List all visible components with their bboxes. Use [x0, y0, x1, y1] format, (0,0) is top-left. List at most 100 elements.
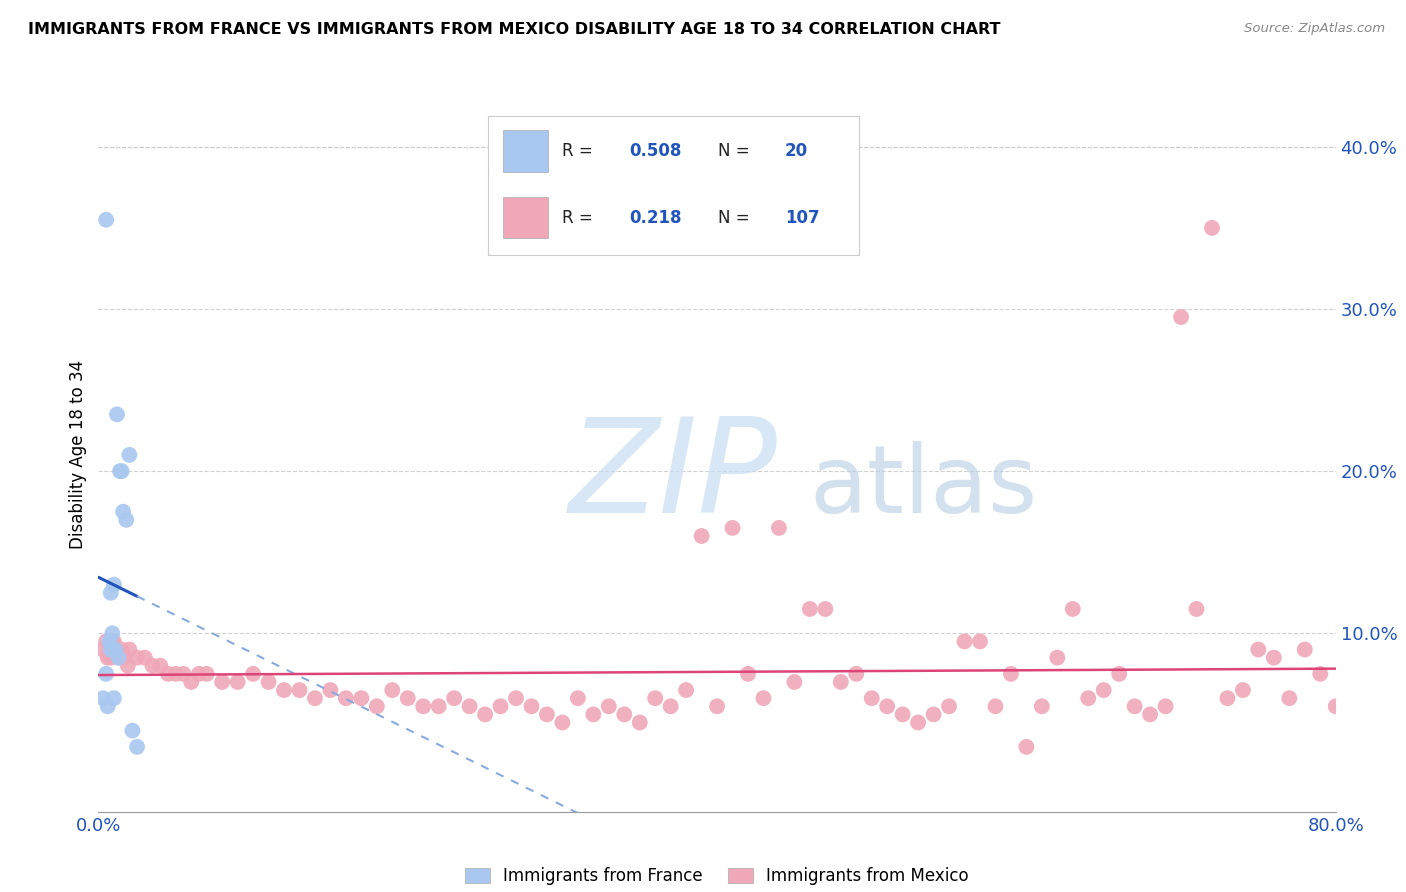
- Point: [907, 715, 929, 730]
- Point: [582, 707, 605, 722]
- Point: [969, 634, 991, 648]
- Point: [211, 675, 233, 690]
- Point: [675, 683, 697, 698]
- Point: [118, 642, 141, 657]
- Point: [1062, 602, 1084, 616]
- Legend: Immigrants from France, Immigrants from Mexico: Immigrants from France, Immigrants from …: [465, 867, 969, 886]
- Point: [100, 650, 122, 665]
- Point: [396, 691, 419, 706]
- Point: [335, 691, 357, 706]
- Point: [188, 666, 211, 681]
- Point: [165, 666, 187, 681]
- Point: [938, 699, 960, 714]
- Point: [814, 602, 837, 616]
- Text: Source: ZipAtlas.com: Source: ZipAtlas.com: [1244, 22, 1385, 36]
- Point: [107, 650, 129, 665]
- Point: [111, 464, 134, 478]
- Point: [799, 602, 821, 616]
- Point: [953, 634, 976, 648]
- Point: [644, 691, 666, 706]
- Point: [1278, 691, 1301, 706]
- Point: [381, 683, 404, 698]
- Point: [860, 691, 883, 706]
- Point: [551, 715, 574, 730]
- Point: [98, 634, 121, 648]
- Point: [101, 626, 124, 640]
- Point: [1154, 699, 1177, 714]
- Point: [112, 505, 135, 519]
- Point: [288, 683, 311, 698]
- Point: [412, 699, 434, 714]
- Point: [752, 691, 775, 706]
- Point: [891, 707, 914, 722]
- Point: [366, 699, 388, 714]
- Point: [91, 642, 114, 657]
- Point: [195, 666, 218, 681]
- Text: atlas: atlas: [810, 441, 1038, 533]
- Point: [91, 691, 114, 706]
- Point: [97, 699, 120, 714]
- Point: [628, 715, 651, 730]
- Point: [127, 650, 149, 665]
- Point: [100, 642, 122, 657]
- Point: [458, 699, 481, 714]
- Point: [690, 529, 713, 543]
- Point: [706, 699, 728, 714]
- Point: [1324, 699, 1347, 714]
- Point: [97, 650, 120, 665]
- Point: [1201, 220, 1223, 235]
- Point: [1386, 707, 1406, 722]
- Point: [1000, 666, 1022, 681]
- Point: [149, 658, 172, 673]
- Text: ZIP: ZIP: [568, 413, 778, 540]
- Point: [1046, 650, 1069, 665]
- Point: [319, 683, 342, 698]
- Point: [100, 586, 122, 600]
- Point: [257, 675, 280, 690]
- Text: IMMIGRANTS FROM FRANCE VS IMMIGRANTS FROM MEXICO DISABILITY AGE 18 TO 34 CORRELA: IMMIGRANTS FROM FRANCE VS IMMIGRANTS FRO…: [28, 22, 1001, 37]
- Point: [103, 691, 125, 706]
- Point: [737, 666, 759, 681]
- Point: [1185, 602, 1208, 616]
- Point: [536, 707, 558, 722]
- Point: [1170, 310, 1192, 324]
- Point: [1031, 699, 1053, 714]
- Point: [173, 666, 195, 681]
- Point: [96, 634, 118, 648]
- Point: [1263, 650, 1285, 665]
- Point: [830, 675, 852, 690]
- Point: [768, 521, 790, 535]
- Point: [1077, 691, 1099, 706]
- Point: [103, 577, 125, 591]
- Point: [108, 464, 131, 478]
- Point: [1015, 739, 1038, 754]
- Point: [1355, 699, 1378, 714]
- Point: [1123, 699, 1146, 714]
- Point: [922, 707, 945, 722]
- Point: [101, 634, 124, 648]
- Point: [1092, 683, 1115, 698]
- Point: [474, 707, 496, 722]
- Point: [520, 699, 543, 714]
- Point: [127, 739, 149, 754]
- Point: [111, 642, 134, 657]
- Point: [118, 448, 141, 462]
- Point: [96, 212, 118, 227]
- Point: [984, 699, 1007, 714]
- Point: [157, 666, 180, 681]
- Point: [117, 658, 139, 673]
- Point: [103, 634, 125, 648]
- Point: [1139, 707, 1161, 722]
- Point: [721, 521, 744, 535]
- Point: [1232, 683, 1254, 698]
- Point: [489, 699, 512, 714]
- Point: [114, 650, 136, 665]
- Point: [1402, 683, 1406, 698]
- Point: [1216, 691, 1239, 706]
- Point: [443, 691, 465, 706]
- Point: [107, 650, 129, 665]
- Point: [134, 650, 156, 665]
- Point: [273, 683, 295, 698]
- Point: [1371, 699, 1393, 714]
- Point: [783, 675, 806, 690]
